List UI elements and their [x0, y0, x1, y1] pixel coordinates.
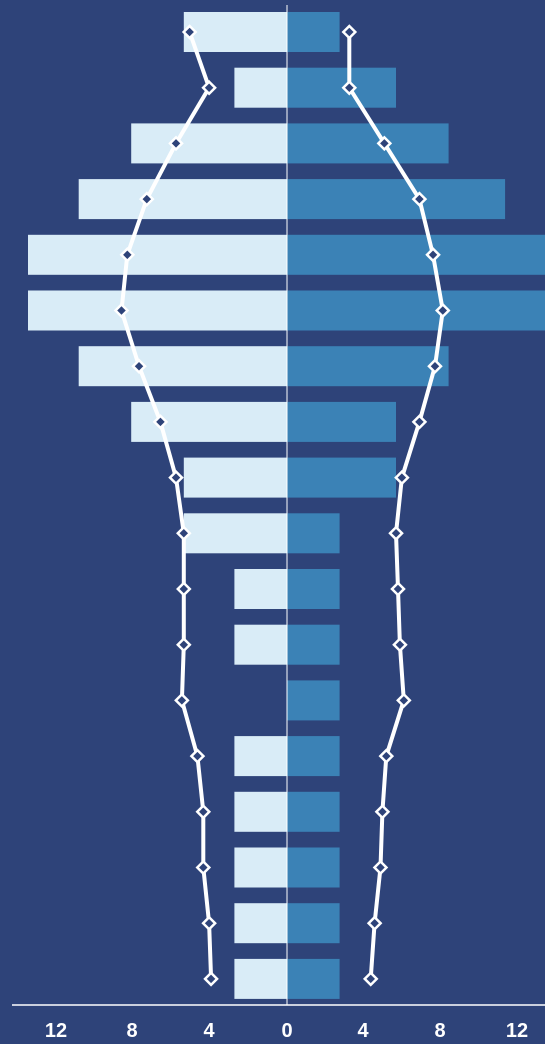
right-line-marker-9 — [388, 525, 404, 542]
x-tick-label-3: 0 — [281, 1020, 292, 1042]
right-line-marker-15 — [372, 859, 389, 876]
right-line-marker-6 — [427, 358, 443, 374]
left-line-marker-11 — [176, 636, 192, 653]
left-bar-6 — [78, 346, 287, 387]
left-bar-3 — [78, 179, 287, 220]
right-line-marker-14 — [374, 804, 391, 820]
left-line-marker-1 — [201, 79, 217, 96]
right-bar-5 — [287, 290, 545, 331]
x-tick-label-0: 12 — [45, 1020, 67, 1042]
left-line-marker-3 — [139, 191, 155, 207]
left-line-marker-9 — [176, 525, 192, 542]
left-bar-14 — [234, 791, 287, 832]
right-bar-2 — [287, 123, 449, 164]
x-tick-label-1: 8 — [126, 1020, 137, 1042]
left-line-marker-2 — [168, 135, 184, 152]
right-bar-series — [287, 12, 545, 999]
right-bar-6 — [287, 346, 449, 387]
left-bar-9 — [183, 513, 287, 554]
x-tick-label-5: 8 — [434, 1020, 445, 1042]
right-line-marker-0 — [341, 24, 358, 40]
right-bar-1 — [287, 67, 396, 108]
right-bar-13 — [287, 736, 340, 777]
left-bar-15 — [234, 847, 287, 888]
right-bar-11 — [287, 624, 340, 665]
left-bar-2 — [131, 123, 287, 164]
right-line-marker-1 — [341, 79, 358, 96]
right-line-marker-3 — [411, 191, 428, 207]
right-line-marker-16 — [366, 915, 383, 931]
left-line-marker-17 — [203, 971, 219, 987]
right-line-marker-13 — [378, 748, 395, 764]
right-bar-4 — [287, 234, 545, 275]
right-line-marker-7 — [411, 414, 428, 430]
right-bar-10 — [287, 569, 340, 609]
right-line-marker-10 — [390, 581, 406, 597]
left-bar-13 — [234, 736, 287, 777]
right-line-marker-4 — [425, 247, 441, 263]
right-bar-7 — [287, 401, 396, 442]
x-tick-label-4: 4 — [357, 1020, 369, 1042]
right-bar-8 — [287, 457, 396, 498]
x-tick-label-2: 4 — [203, 1020, 215, 1042]
right-line-marker-5 — [435, 302, 451, 319]
left-bar-1 — [234, 67, 287, 108]
left-bar-11 — [234, 624, 287, 665]
left-line-marker-12 — [174, 692, 190, 709]
right-line-marker-12 — [396, 692, 412, 709]
left-bar-8 — [183, 457, 287, 498]
right-bar-0 — [287, 12, 340, 52]
right-line-series — [347, 32, 445, 980]
right-line-marker-17 — [362, 971, 379, 987]
left-bar-4 — [28, 234, 287, 275]
line-series-group — [113, 24, 451, 987]
left-bar-series — [28, 12, 287, 999]
x-tick-label-6: 12 — [506, 1020, 528, 1042]
left-line-marker-4 — [119, 247, 136, 263]
left-bar-16 — [234, 903, 287, 944]
left-line-series — [119, 31, 214, 979]
left-line-marker-8 — [168, 469, 184, 486]
left-line-marker-15 — [195, 859, 212, 876]
left-line-marker-14 — [195, 804, 212, 820]
right-bar-9 — [287, 513, 340, 554]
left-line-marker-13 — [189, 748, 206, 764]
right-line-marker-2 — [376, 135, 393, 152]
left-bar-5 — [28, 290, 287, 331]
left-line-marker-16 — [201, 915, 217, 931]
left-line-marker-0 — [181, 24, 198, 40]
right-bar-12 — [287, 680, 340, 721]
right-line-marker-8 — [394, 469, 410, 486]
left-bar-0 — [183, 12, 287, 52]
left-bar-10 — [234, 569, 287, 609]
left-line-marker-6 — [131, 358, 147, 374]
left-line-marker-5 — [113, 302, 130, 319]
left-line-marker-7 — [152, 414, 169, 430]
right-line-marker-11 — [392, 636, 408, 653]
right-bar-17 — [287, 958, 340, 999]
right-bar-3 — [287, 179, 506, 220]
x-axis-ticks: 12 8 4 0 4 8 12 — [45, 1020, 528, 1042]
left-bar-17 — [234, 958, 287, 999]
right-bar-14 — [287, 791, 340, 832]
left-line-marker-10 — [176, 581, 192, 597]
right-bar-16 — [287, 903, 340, 944]
right-bar-15 — [287, 847, 340, 888]
